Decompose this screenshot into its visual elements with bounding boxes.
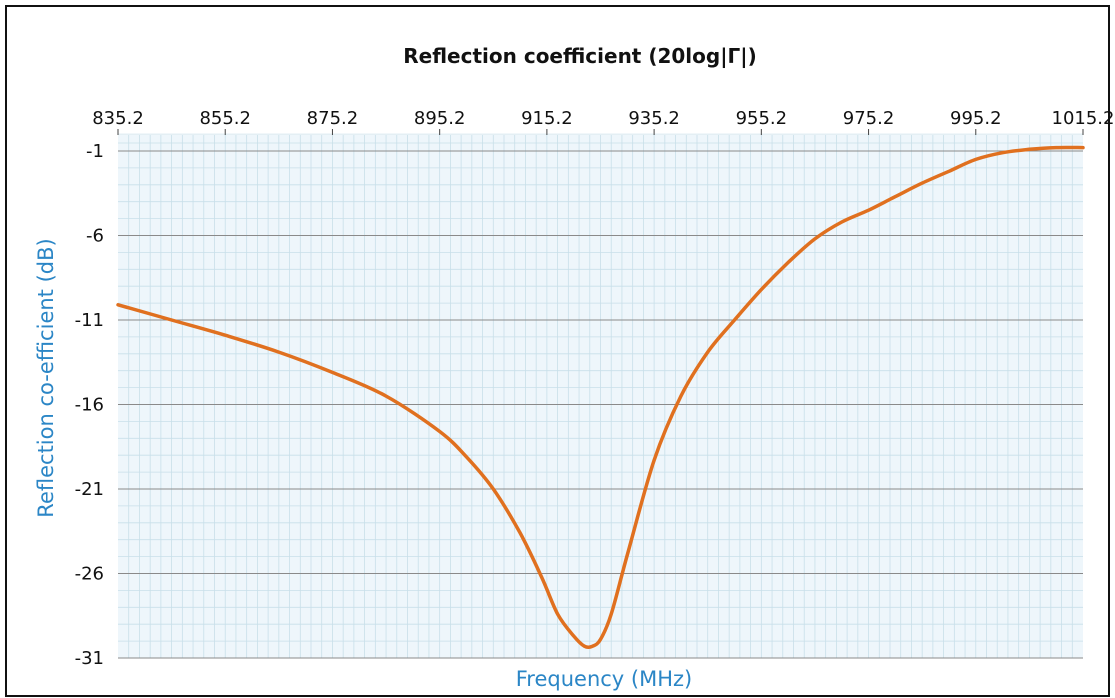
y-tick-label: -11: [75, 310, 104, 331]
x-tick-label: 895.2: [414, 108, 466, 129]
y-tick-label: -21: [75, 479, 104, 500]
major-grid: [118, 150, 1083, 659]
y-tick-label: -6: [86, 226, 104, 247]
x-tick-label: 855.2: [199, 108, 251, 129]
reflection-series-line: [116, 145, 1085, 649]
x-tick-label: 1015.2: [1052, 108, 1115, 129]
y-tick-labels: -1 -6 -11 -16 -21 -26 -31: [75, 141, 104, 669]
x-tick-label: 975.2: [843, 108, 895, 129]
x-axis-label: Frequency (MHz): [516, 667, 692, 691]
x-tick-label: 955.2: [736, 108, 788, 129]
y-tick-label: -1: [86, 141, 104, 162]
y-tick-label: -16: [75, 395, 104, 416]
y-tick-label: -31: [75, 648, 104, 669]
y-axis-label: Reflection co-efficient (dB): [34, 238, 58, 517]
x-tick-labels: 835.2 855.2 875.2 895.2 915.2 935.2 955.2 975.2…: [92, 108, 1114, 129]
x-tick-label: 995.2: [950, 108, 1002, 129]
x-tick-label: 935.2: [628, 108, 680, 129]
x-tick-label: 915.2: [521, 108, 573, 129]
x-tick-label: 875.2: [307, 108, 359, 129]
x-tick-marks: [117, 129, 1084, 135]
chart-title: Reflection coefficient (20log|Γ|): [403, 44, 756, 68]
x-tick-label: 835.2: [92, 108, 144, 129]
y-tick-label: -26: [75, 564, 104, 585]
